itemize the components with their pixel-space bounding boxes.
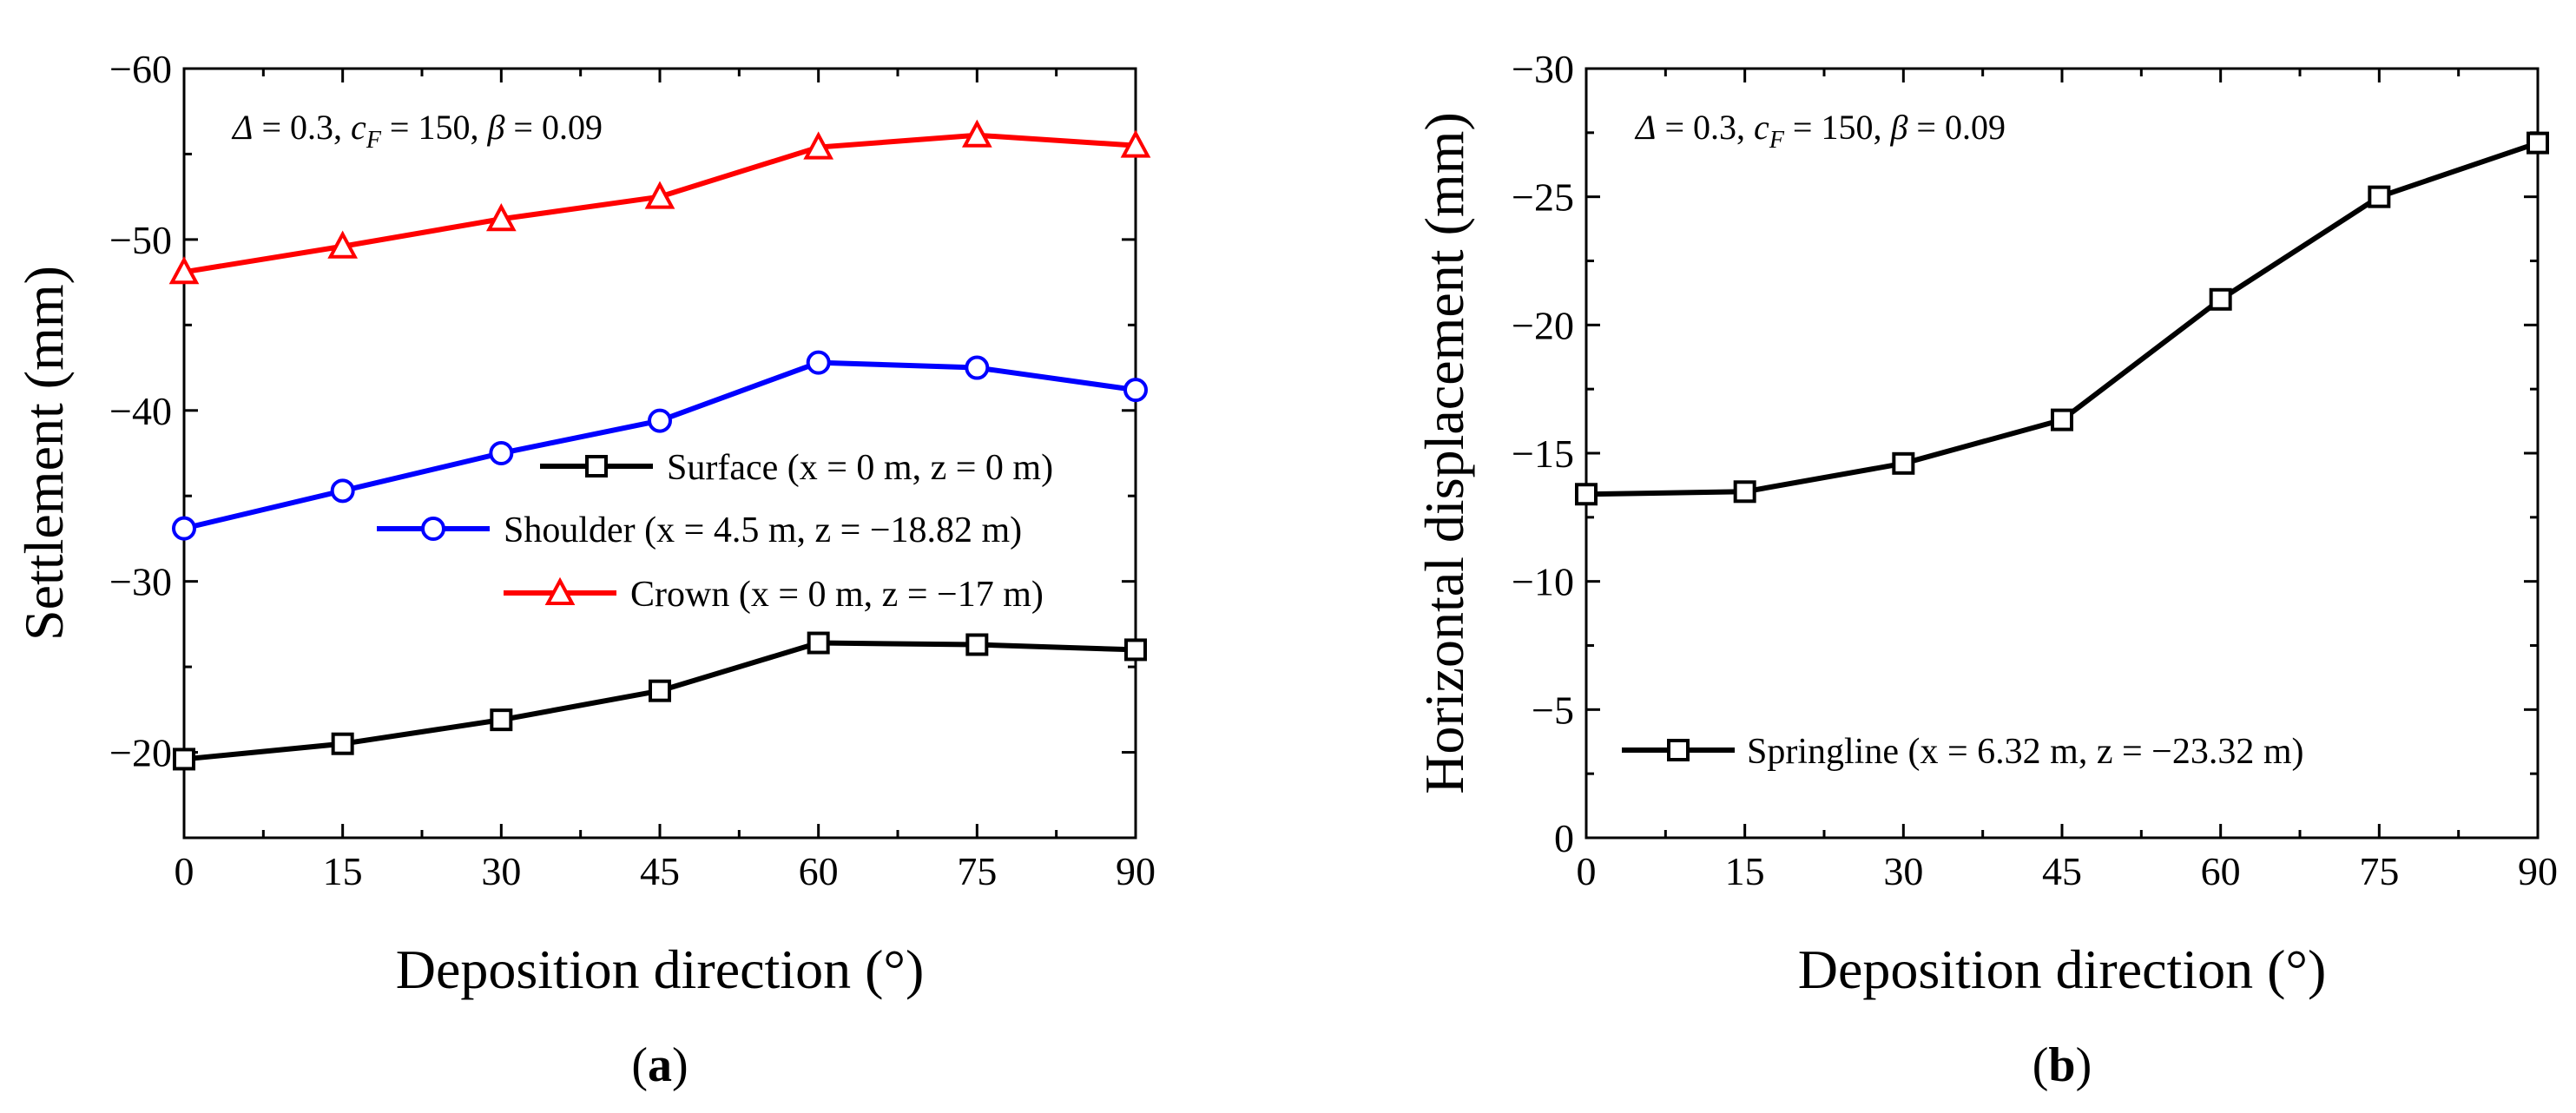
series-0 (1575, 131, 2549, 506)
data-point (1124, 638, 1147, 662)
data-point (648, 408, 672, 433)
x-tick-label: 30 (481, 849, 521, 893)
data-point (330, 478, 355, 504)
x-tick-label: 15 (1725, 849, 1765, 893)
legend-marker-square (1667, 739, 1690, 761)
data-point (1120, 129, 1151, 158)
data-point (803, 131, 834, 160)
legend-label-surface: Surface (x = 0 m, z = 0 m) (667, 448, 1053, 488)
data-point (173, 747, 195, 771)
legend-marker-square (585, 455, 608, 477)
panel-b-legend: Springline (x = 6.32 m, z = −23.32 m) (1622, 732, 2304, 772)
panel-a-x-axis-title: Deposition direction (°) (396, 938, 925, 1000)
x-tick-label: 90 (1116, 849, 1156, 893)
panel-b-y-axis-title: Horizontal displacement (mm) (1413, 112, 1475, 794)
x-tick-label: 60 (799, 849, 839, 893)
y-tick-label: 0 (1554, 816, 1574, 860)
data-point (172, 516, 196, 541)
x-tick-label: 90 (2518, 849, 2558, 893)
legend-label-shoulder: Shoulder (x = 4.5 m, z = −18.82 m) (504, 510, 1022, 550)
panel-b-horizontal-displacement-chart: 0 15 30 45 60 75 90 0 −5 −10 −15 −20 −25 −30 Δ = 0.3… (1413, 47, 2558, 1092)
data-point (327, 230, 359, 259)
y-tick-label: −15 (1512, 431, 1574, 476)
data-point (961, 119, 992, 148)
panel-a-legend: Surface (x = 0 m, z = 0 m) Shoulder (x =… (377, 448, 1053, 615)
data-point (490, 708, 513, 732)
y-tick-label: −10 (1512, 560, 1574, 604)
legend-entry-springline: Springline (x = 6.32 m, z = −23.32 m) (1622, 732, 2304, 772)
data-point (649, 679, 671, 702)
data-point (806, 350, 831, 375)
legend-entry-shoulder: Shoulder (x = 4.5 m, z = −18.82 m) (377, 510, 1022, 550)
panel-b-annotation: Δ = 0.3, cF = 150, β = 0.09 (1634, 108, 2006, 154)
x-tick-label: 75 (957, 849, 997, 893)
data-point (2527, 131, 2549, 155)
data-point (965, 355, 990, 380)
panel-a-y-axis-title: Settlement (mm) (13, 266, 75, 641)
data-point (1733, 480, 1756, 504)
data-point (1575, 483, 1598, 506)
y-tick-label: −30 (109, 560, 172, 604)
data-point (485, 203, 517, 232)
y-tick-label: −30 (1512, 47, 1574, 91)
y-tick-label: −40 (109, 389, 172, 433)
y-tick-label: −50 (109, 218, 172, 262)
legend-marker-circle (421, 517, 445, 541)
data-point (168, 256, 200, 285)
panel-a-ticks (182, 67, 1137, 840)
panel-b-x-axis-title: Deposition direction (°) (1798, 938, 2327, 1000)
series-0 (173, 631, 1147, 771)
x-tick-label: 0 (1577, 849, 1597, 893)
data-point (644, 181, 675, 209)
panel-b-y-tick-labels: 0 −5 −10 −15 −20 −25 −30 (1512, 47, 1574, 860)
x-tick-label: 0 (175, 849, 194, 893)
panel-a-y-tick-labels: −20 −30 −40 −50 −60 (109, 47, 172, 775)
data-point (1123, 378, 1148, 403)
data-point (331, 732, 354, 755)
panel-a-series (168, 119, 1151, 771)
series-1 (172, 350, 1148, 541)
series-2 (168, 119, 1151, 285)
x-tick-label: 15 (323, 849, 363, 893)
panel-a-x-tick-labels: 0 15 30 45 60 75 90 (175, 849, 1156, 893)
x-tick-label: 45 (640, 849, 680, 893)
data-point (2051, 408, 2073, 431)
legend-entry-crown: Crown (x = 0 m, z = −17 m) (504, 575, 1044, 615)
panel-a-annotation: Δ = 0.3, cF = 150, β = 0.09 (231, 108, 603, 154)
legend-label-crown: Crown (x = 0 m, z = −17 m) (630, 575, 1044, 615)
legend-entry-surface: Surface (x = 0 m, z = 0 m) (540, 448, 1053, 488)
panel-a-settlement-chart: 0 15 30 45 60 75 90 −20 −30 −40 −50 −60 Δ = 0.3, c… (13, 47, 1156, 1092)
panel-a-label: (a) (631, 1038, 688, 1092)
data-point (2209, 287, 2232, 311)
panel-b-series (1575, 131, 2549, 506)
panel-b-label: (b) (2032, 1038, 2092, 1092)
y-tick-label: −20 (109, 731, 172, 775)
y-tick-label: −25 (1512, 175, 1574, 220)
panel-b-x-tick-labels: 0 15 30 45 60 75 90 (1577, 849, 2559, 893)
data-point (489, 441, 514, 465)
x-tick-label: 30 (1883, 849, 1923, 893)
y-tick-label: −20 (1512, 303, 1574, 347)
legend-marker-triangle (544, 576, 576, 605)
data-point (2368, 185, 2391, 208)
y-tick-label: −60 (109, 47, 172, 91)
legend-label-springline: Springline (x = 6.32 m, z = −23.32 m) (1747, 732, 2304, 772)
data-point (807, 631, 830, 655)
x-tick-label: 60 (2201, 849, 2241, 893)
y-tick-label: −5 (1532, 688, 1574, 732)
x-tick-label: 45 (2042, 849, 2082, 893)
data-point (965, 633, 989, 656)
x-tick-label: 75 (2359, 849, 2399, 893)
panel-b-ticks (1584, 67, 2540, 840)
data-point (1892, 451, 1915, 475)
